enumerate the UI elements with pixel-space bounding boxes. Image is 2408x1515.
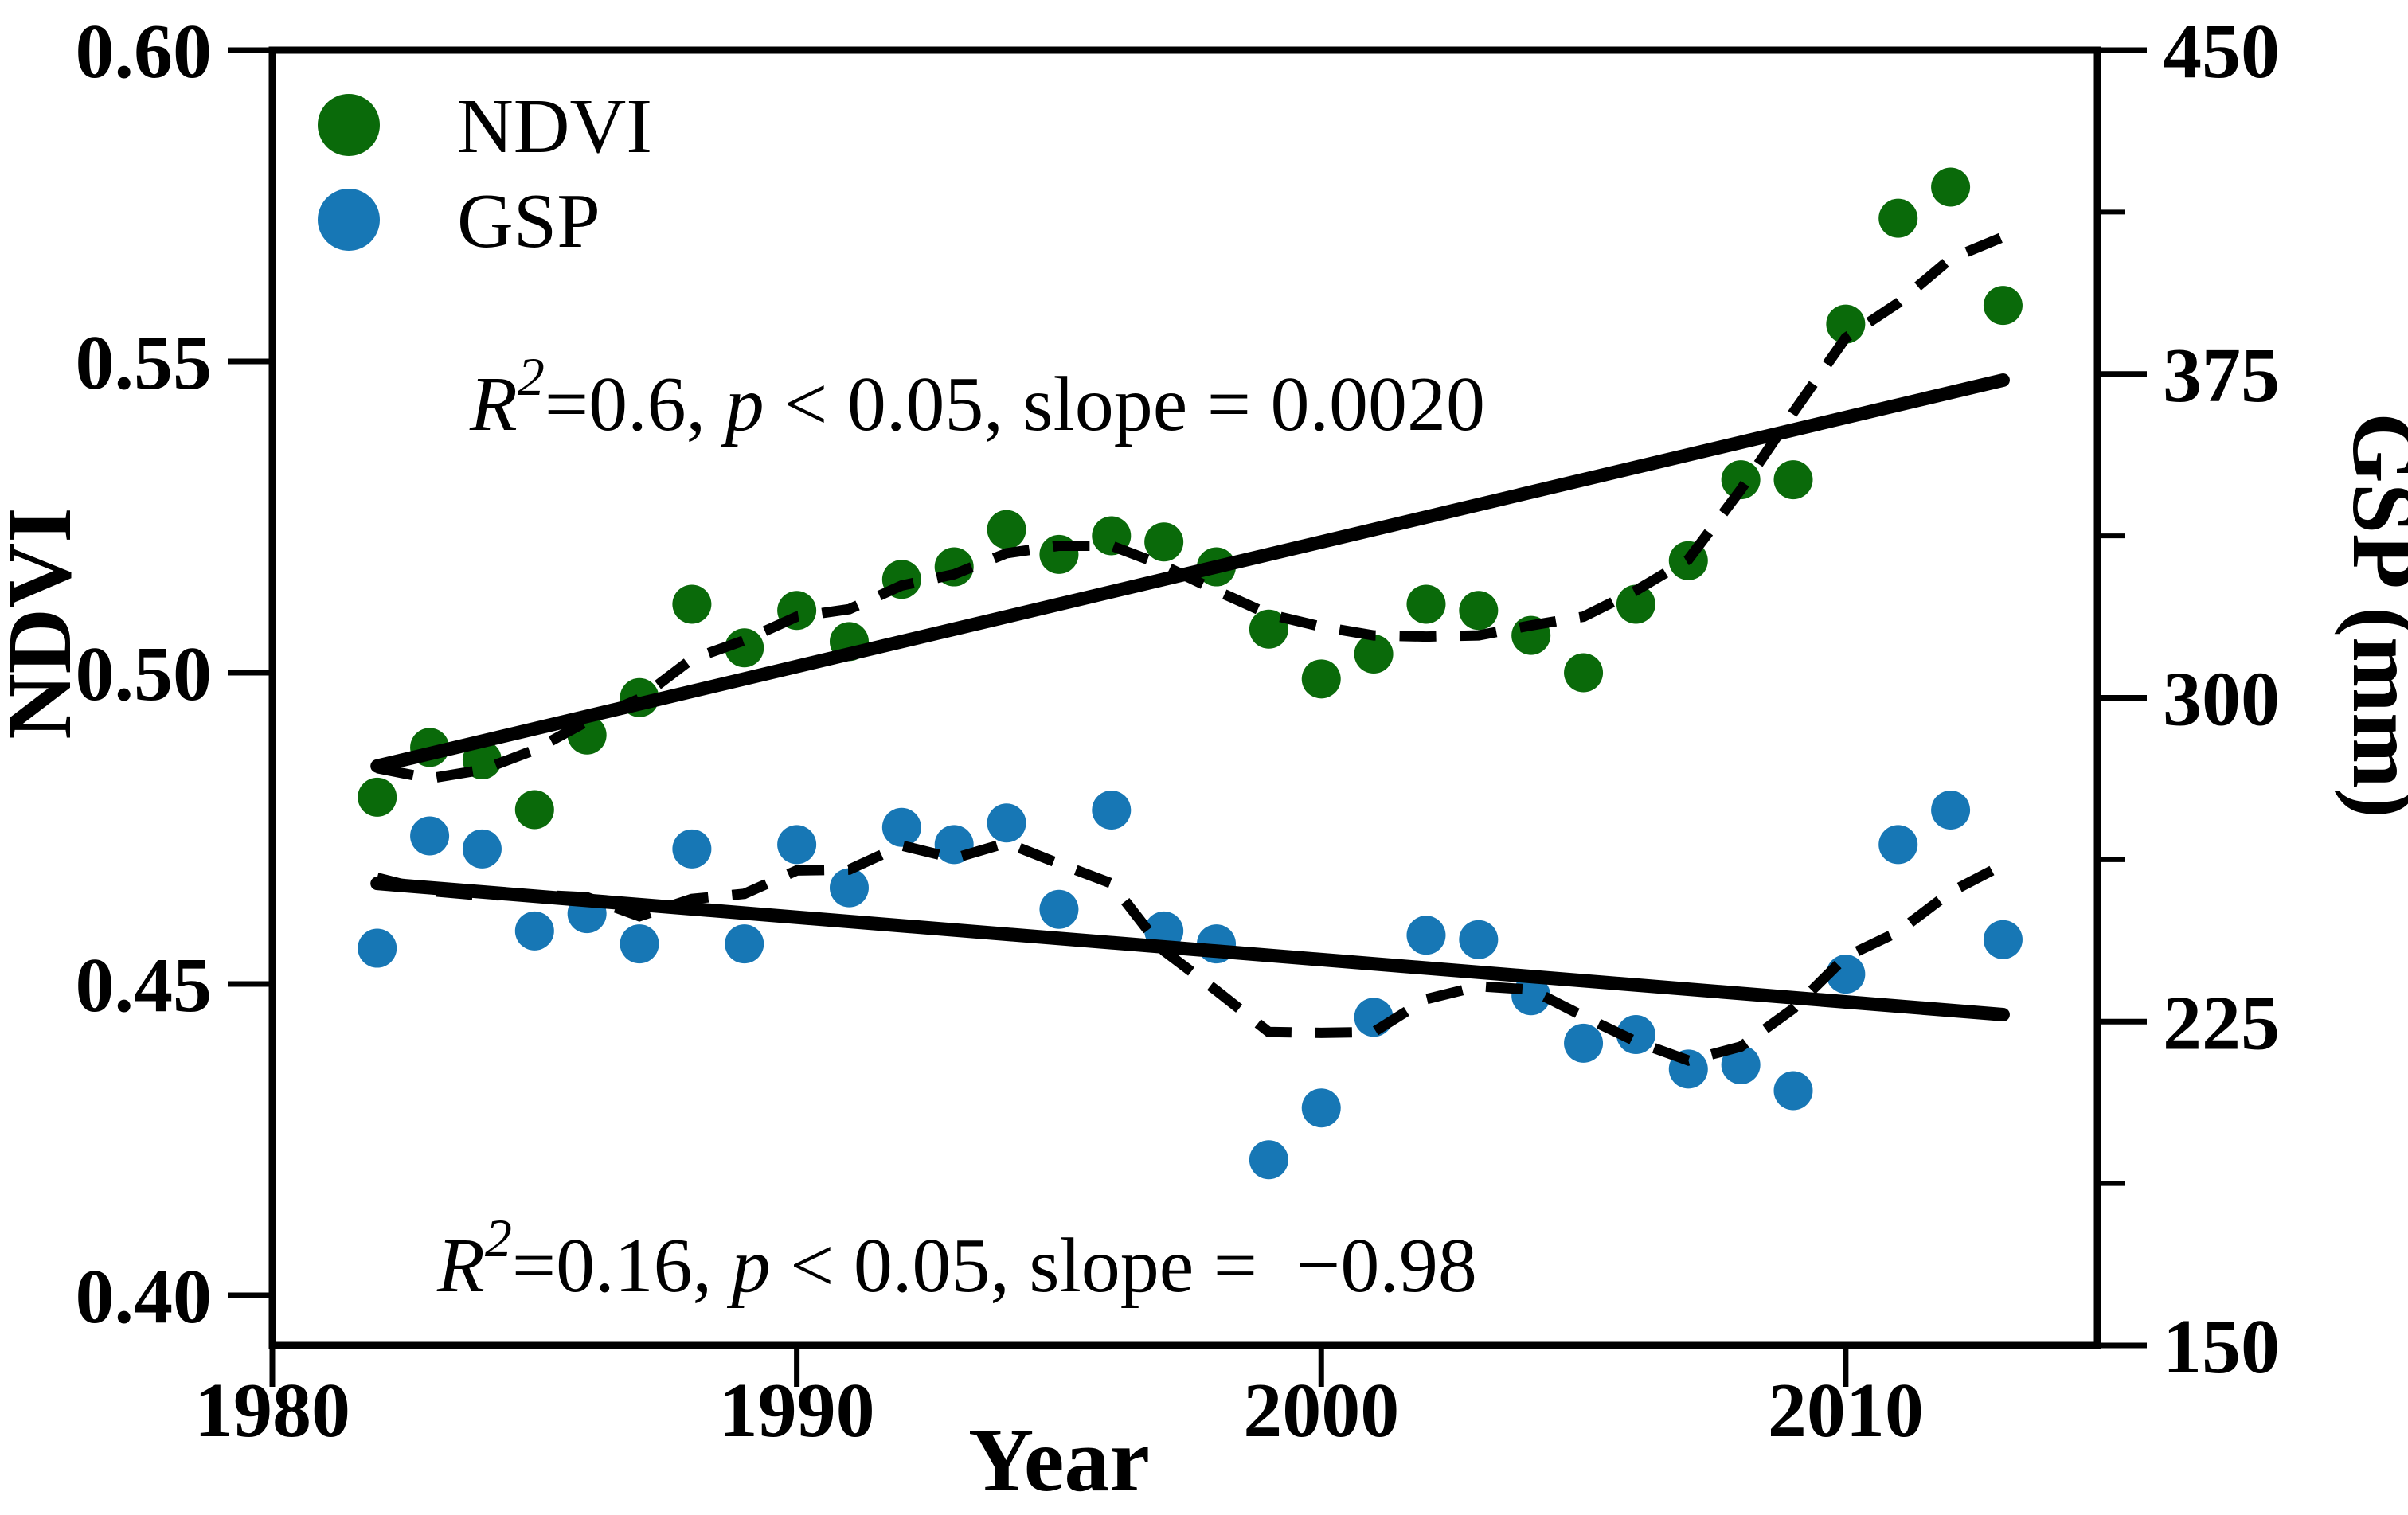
- y-right-axis-title: GSP (mm): [2334, 412, 2408, 818]
- legend-ndvi-label: NDVI: [457, 84, 652, 170]
- ndvi-point: [514, 790, 554, 830]
- annotation-eq: =0.6,: [545, 361, 725, 447]
- gsp-point: [1354, 998, 1394, 1037]
- gsp-point: [410, 816, 450, 856]
- axis-ticks: 0.60 0.55 0.50 0.45 0.40 450 375 300 225 150 1980 1…: [76, 9, 2281, 1454]
- ndvi-point: [1459, 591, 1499, 631]
- ndvi-point: [1406, 584, 1446, 624]
- ndvi-point: [987, 510, 1026, 549]
- y-left-tick-label: 0.45: [76, 943, 213, 1029]
- ndvi-point: [1144, 522, 1184, 562]
- legend: NDVI GSP: [318, 84, 652, 264]
- annotation-p: p: [727, 1223, 771, 1309]
- ndvi-point: [1983, 286, 2023, 326]
- x-axis-title: Year: [968, 1409, 1150, 1510]
- y-right-tick-label: 450: [2163, 9, 2280, 95]
- gsp-point: [1773, 1071, 1813, 1111]
- gsp-point: [1039, 889, 1079, 929]
- ndvi-point: [1721, 460, 1761, 500]
- y-right-tick-label: 375: [2163, 333, 2280, 419]
- annotation-sup: 2: [485, 1208, 512, 1268]
- gsp-point: [620, 924, 659, 964]
- gsp-smoothed-line: [376, 837, 2006, 1066]
- gsp-point: [987, 803, 1026, 843]
- gsp-point: [1459, 920, 1499, 959]
- x-tick-label: 2000: [1243, 1368, 1399, 1454]
- ndvi-point: [358, 777, 397, 817]
- smoothed-dashed-lines: [376, 232, 2006, 1066]
- gsp-point: [1564, 1023, 1604, 1063]
- ndvi-point: [1249, 609, 1288, 649]
- ndvi-point: [672, 584, 712, 624]
- y-left-tick-label: 0.55: [76, 320, 213, 406]
- legend-gsp-label: GSP: [457, 178, 600, 264]
- ndvi-point: [1931, 167, 1971, 207]
- y-left-tick-label: 0.60: [76, 9, 213, 95]
- ndvi-point: [1564, 653, 1604, 693]
- annotation-r: R: [469, 361, 518, 447]
- gsp-regression-annotation: R2=0.16, p < 0.05, slope = −0.98: [436, 1208, 1477, 1309]
- x-tick-label: 1980: [194, 1368, 350, 1454]
- annotation-tail: < 0.05, slope = 0.0020: [764, 361, 1485, 447]
- y-left-tick-label: 0.40: [76, 1254, 213, 1340]
- gsp-point: [725, 924, 764, 964]
- x-tick-label: 1990: [719, 1368, 875, 1454]
- x-tick-label: 2010: [1768, 1368, 1924, 1454]
- gsp-trend-line: [370, 877, 2010, 1021]
- gsp-point: [829, 868, 869, 908]
- ndvi-point: [1826, 304, 1866, 344]
- trend-lines: [370, 373, 2010, 1021]
- ndvi-point: [1878, 198, 1918, 238]
- ndvi-point: [1354, 635, 1394, 674]
- gsp-point: [462, 829, 502, 869]
- gsp-point: [1301, 1088, 1341, 1128]
- gsp-point: [1616, 1015, 1656, 1055]
- gsp-point: [1721, 1044, 1761, 1084]
- annotation-eq: =0.16,: [512, 1223, 732, 1309]
- y-right-tick-label: 150: [2163, 1304, 2280, 1390]
- ndvi-point: [1301, 659, 1341, 699]
- legend-gsp-marker-icon: [318, 189, 380, 251]
- annotation-p: p: [721, 361, 764, 447]
- y-left-axis-title: NDVI: [0, 507, 90, 739]
- gsp-point: [1878, 825, 1918, 865]
- annotation-sup: 2: [518, 346, 545, 407]
- annotation-tail: < 0.05, slope = −0.98: [771, 1223, 1477, 1309]
- gsp-point: [672, 829, 712, 869]
- gsp-point: [1931, 791, 1971, 830]
- ndvi-point: [1616, 584, 1656, 624]
- gsp-point: [1249, 1140, 1288, 1180]
- y-right-tick-label: 300: [2163, 657, 2280, 743]
- gsp-point: [1092, 791, 1132, 830]
- gsp-point: [882, 807, 921, 847]
- gsp-point: [777, 825, 817, 865]
- plot-frame: [268, 46, 2101, 1349]
- ndvi-trend-line: [370, 373, 2010, 773]
- legend-ndvi-marker-icon: [318, 94, 380, 156]
- ndvi-regression-annotation: R2=0.6, p < 0.05, slope = 0.0020: [469, 346, 1485, 447]
- y-right-tick-label: 225: [2163, 980, 2280, 1066]
- annotation-r: R: [436, 1223, 485, 1309]
- ndvi-point: [1773, 460, 1813, 500]
- gsp-point: [1983, 920, 2023, 959]
- y-left-tick-label: 0.50: [76, 631, 213, 717]
- gsp-point: [514, 911, 554, 951]
- gsp-point: [358, 928, 397, 968]
- gsp-point: [1406, 916, 1446, 955]
- ndvi-point: [725, 628, 764, 668]
